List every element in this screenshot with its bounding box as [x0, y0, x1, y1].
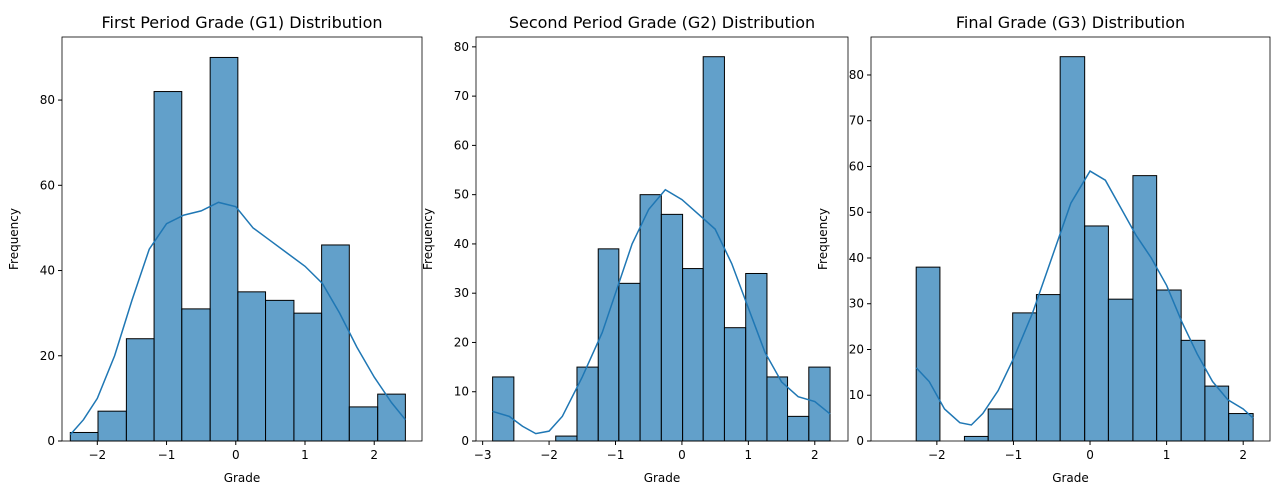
bar [125, 338, 155, 442]
x-tick-label: 2 [370, 448, 378, 462]
bar [555, 435, 578, 442]
y-axis-label: Frequency [421, 208, 435, 270]
y-tick-label: 10 [849, 388, 864, 402]
bar [492, 376, 515, 442]
y-tick-label: 0 [461, 434, 469, 448]
y-axis-label: Frequency [7, 208, 21, 270]
x-tick-label: −1 [158, 448, 176, 462]
x-tick-label: 2 [811, 448, 819, 462]
bar [808, 366, 831, 442]
kde-line [69, 201, 406, 436]
bar [702, 56, 725, 442]
bar [1132, 175, 1158, 442]
bar [1084, 225, 1109, 442]
bar [1204, 385, 1230, 442]
y-tick-label: 70 [849, 114, 864, 128]
y-tick-label: 60 [40, 178, 55, 192]
bar [348, 406, 379, 442]
bar [265, 299, 295, 442]
plot-frame [475, 36, 849, 442]
chart-title: Final Grade (G3) Distribution [956, 13, 1185, 32]
bar [1107, 298, 1134, 442]
kde-line [915, 170, 1254, 426]
x-tick-label: 1 [745, 448, 753, 462]
y-tick-label: 50 [454, 188, 469, 202]
bar [1180, 339, 1206, 442]
y-axis-label: Frequency [816, 208, 830, 270]
y-tick-label: 60 [849, 159, 864, 173]
bar [69, 431, 99, 442]
x-tick-label: 1 [301, 448, 309, 462]
y-tick-label: 50 [849, 205, 864, 219]
y-tick-label: 60 [454, 138, 469, 152]
y-tick-label: 20 [454, 335, 469, 349]
bar [576, 366, 599, 442]
bar [1035, 294, 1061, 442]
x-tick-label: −2 [540, 448, 558, 462]
bar [293, 312, 323, 442]
bar [766, 376, 789, 442]
x-axis-label: Grade [644, 471, 681, 485]
x-tick-label: 1 [1163, 448, 1171, 462]
kde-line [492, 188, 831, 435]
y-tick-label: 40 [40, 264, 55, 278]
bar [1059, 56, 1086, 442]
y-tick-label: 0 [47, 434, 55, 448]
x-tick-label: −2 [88, 448, 106, 462]
y-tick-label: 40 [849, 251, 864, 265]
x-tick-label: 0 [1086, 448, 1094, 462]
y-tick-label: 30 [849, 297, 864, 311]
bar [915, 266, 941, 442]
plot-frame [870, 36, 1271, 442]
bar [963, 435, 989, 442]
bar [723, 327, 747, 442]
bar [745, 272, 768, 442]
bar [597, 248, 620, 442]
y-tick-label: 30 [454, 286, 469, 300]
bar [787, 415, 810, 442]
bar [660, 213, 684, 442]
bar [237, 291, 267, 442]
x-tick-label: −1 [607, 448, 625, 462]
x-tick-label: −3 [474, 448, 492, 462]
bar [987, 408, 1014, 442]
chart-title: First Period Grade (G1) Distribution [101, 13, 382, 32]
y-tick-label: 20 [849, 342, 864, 356]
y-tick-label: 80 [40, 93, 55, 107]
x-tick-label: 0 [678, 448, 686, 462]
bar [97, 410, 127, 442]
bar [618, 282, 641, 442]
x-axis-label: Grade [224, 471, 261, 485]
x-tick-label: −1 [1005, 448, 1023, 462]
y-tick-label: 10 [454, 385, 469, 399]
y-tick-label: 80 [454, 40, 469, 54]
x-axis-label: Grade [1052, 471, 1089, 485]
y-tick-label: 0 [856, 434, 864, 448]
bar [209, 56, 239, 442]
x-tick-label: −2 [928, 448, 946, 462]
x-tick-label: 2 [1239, 448, 1247, 462]
y-tick-label: 20 [40, 349, 55, 363]
chart-title: Second Period Grade (G2) Distribution [509, 13, 815, 32]
y-tick-label: 40 [454, 237, 469, 251]
bar [321, 244, 350, 442]
bar [1228, 413, 1254, 442]
bar [181, 308, 211, 442]
y-tick-label: 80 [849, 68, 864, 82]
plot-frame [61, 36, 423, 442]
bar [377, 393, 406, 442]
x-tick-label: 0 [232, 448, 240, 462]
bar [639, 194, 662, 442]
y-tick-label: 70 [454, 89, 469, 103]
bar [153, 91, 183, 442]
bar [682, 268, 704, 442]
